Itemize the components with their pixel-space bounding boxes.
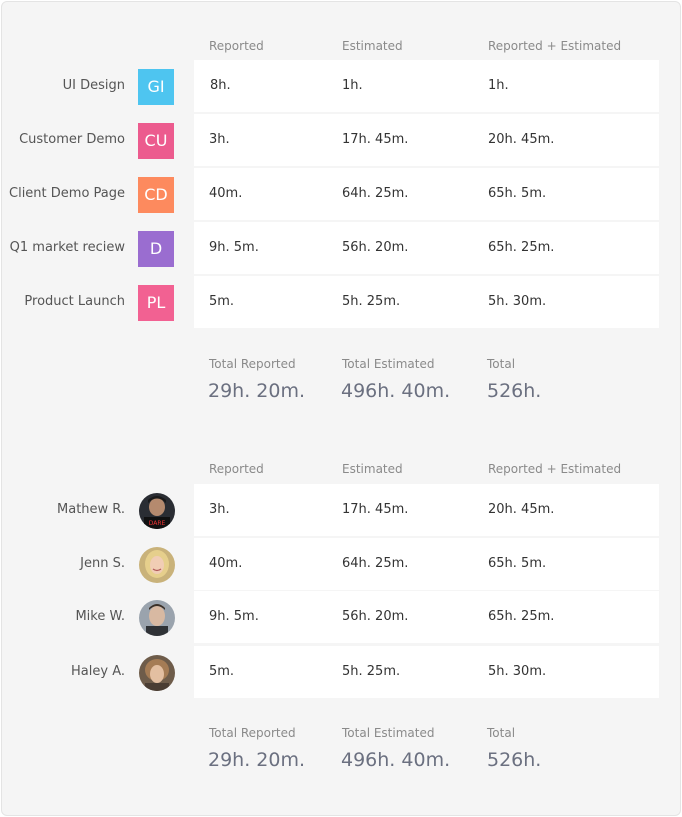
header-estimated: Estimated <box>342 39 403 53</box>
combined-value: 65h. 5m. <box>488 186 547 201</box>
person-name: Mike W. <box>75 609 125 624</box>
row-cells <box>194 646 659 698</box>
estimated-value: 1h. <box>342 78 363 93</box>
avatar-mike <box>139 600 175 636</box>
total-label: Total <box>487 357 516 371</box>
combined-value: 65h. 5m. <box>488 556 547 571</box>
reported-value: 3h. <box>209 132 230 147</box>
total-reported-value: 29h. 20m. <box>208 749 306 771</box>
reported-value: 3h. <box>209 502 230 517</box>
project-name: Q1 market reciew <box>9 240 125 255</box>
person-row[interactable]: Haley A. 5m. 5h. 25m. 5h. 30m. <box>0 646 682 698</box>
combined-value: 20h. 45m. <box>488 132 555 147</box>
estimated-value: 5h. 25m. <box>342 294 401 309</box>
project-row[interactable]: Q1 market reciew D 9h. 5m. 56h. 20m. 65h… <box>0 222 682 274</box>
total-estimated-value: 496h. 40m. <box>341 380 451 402</box>
project-badge: D <box>138 231 174 267</box>
reported-value: 9h. 5m. <box>209 609 259 624</box>
total-reported-label: Total Reported <box>209 726 296 740</box>
row-cells <box>194 222 659 274</box>
person-row[interactable]: Mathew R. DARE 3h. 17h. 45m. 20h. 45m. <box>0 484 682 536</box>
header-combined: Reported + Estimated <box>488 39 622 53</box>
estimated-value: 56h. 20m. <box>342 240 409 255</box>
header-reported: Reported <box>209 462 264 476</box>
avatar-mathew: DARE <box>139 493 175 529</box>
estimated-value: 17h. 45m. <box>342 502 409 517</box>
project-row[interactable]: UI Design GI 8h. 1h. 1h. <box>0 60 682 112</box>
project-row[interactable]: Product Launch PL 5m. 5h. 25m. 5h. 30m. <box>0 276 682 328</box>
total-estimated-label: Total Estimated <box>342 357 435 371</box>
reported-value: 5m. <box>209 664 235 679</box>
total-value: 526h. <box>487 380 542 402</box>
reported-value: 5m. <box>209 294 235 309</box>
row-cells <box>194 276 659 328</box>
project-name: Customer Demo <box>19 132 125 147</box>
avatar-jenn <box>139 547 175 583</box>
total-label: Total <box>487 726 516 740</box>
estimated-value: 64h. 25m. <box>342 556 409 571</box>
header-reported: Reported <box>209 39 264 53</box>
total-estimated-value: 496h. 40m. <box>341 749 451 771</box>
row-cells <box>194 591 659 643</box>
project-badge: CD <box>138 177 174 213</box>
reported-value: 40m. <box>209 186 243 201</box>
avatar-haley <box>139 655 175 691</box>
svg-text:DARE: DARE <box>149 520 166 527</box>
row-cells <box>194 538 659 590</box>
project-row[interactable]: Client Demo Page CD 40m. 64h. 25m. 65h. … <box>0 168 682 220</box>
row-cells <box>194 168 659 220</box>
estimated-value: 56h. 20m. <box>342 609 409 624</box>
person-row[interactable]: Mike W. 9h. 5m. 56h. 20m. 65h. 25m. <box>0 591 682 643</box>
header-estimated: Estimated <box>342 462 403 476</box>
project-name: Client Demo Page <box>9 186 125 201</box>
combined-value: 65h. 25m. <box>488 240 555 255</box>
reported-value: 9h. 5m. <box>209 240 259 255</box>
project-badge: GI <box>138 69 174 105</box>
total-value: 526h. <box>487 749 542 771</box>
person-row[interactable]: Jenn S. 40m. 64h. 25m. 65h. 5m. <box>0 538 682 590</box>
estimated-value: 64h. 25m. <box>342 186 409 201</box>
row-cells <box>194 484 659 536</box>
project-badge: CU <box>138 123 174 159</box>
row-cells <box>194 60 659 112</box>
estimated-value: 5h. 25m. <box>342 664 401 679</box>
total-reported-label: Total Reported <box>209 357 296 371</box>
combined-value: 65h. 25m. <box>488 609 555 624</box>
combined-value: 1h. <box>488 78 509 93</box>
total-reported-value: 29h. 20m. <box>208 380 306 402</box>
project-name: UI Design <box>62 78 125 93</box>
person-name: Mathew R. <box>57 502 125 517</box>
person-name: Haley A. <box>71 664 125 679</box>
person-name: Jenn S. <box>80 556 125 571</box>
combined-value: 5h. 30m. <box>488 294 547 309</box>
reported-value: 40m. <box>209 556 243 571</box>
combined-value: 5h. 30m. <box>488 664 547 679</box>
total-estimated-label: Total Estimated <box>342 726 435 740</box>
reported-value: 8h. <box>210 78 231 93</box>
row-cells <box>194 114 659 166</box>
header-combined: Reported + Estimated <box>488 462 622 476</box>
project-name: Product Launch <box>24 294 125 309</box>
project-row[interactable]: Customer Demo CU 3h. 17h. 45m. 20h. 45m. <box>0 114 682 166</box>
project-badge: PL <box>138 285 174 321</box>
estimated-value: 17h. 45m. <box>342 132 409 147</box>
combined-value: 20h. 45m. <box>488 502 555 517</box>
